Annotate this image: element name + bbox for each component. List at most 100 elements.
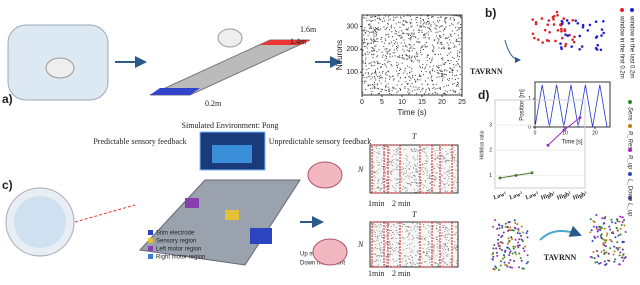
spike [459,15,461,17]
spike [405,55,407,57]
spike [365,32,367,34]
spike [384,80,386,82]
spike [386,56,388,58]
spike [393,78,395,80]
point [616,218,619,221]
spike [372,186,374,188]
t-label: T [412,210,417,219]
spike [416,22,418,24]
spike [374,40,376,42]
spike [410,37,412,39]
spike [398,80,400,82]
spike [434,27,436,29]
point [518,252,521,255]
spike [446,17,448,19]
spike [438,47,440,49]
spike [455,85,457,87]
spike [375,256,377,258]
spike [412,35,414,37]
spike [409,72,411,74]
brain [307,161,343,189]
spike [395,230,397,231]
point [589,218,592,221]
point [591,240,594,243]
spike [376,225,378,227]
spike [437,246,439,248]
spike [389,88,391,90]
spike [432,65,434,67]
spike [420,183,422,185]
spike [408,232,410,234]
spike [394,43,396,45]
spike [385,34,387,36]
spike [444,231,446,232]
spike [404,67,406,69]
spike [456,182,458,183]
spike [399,67,401,69]
spike [434,23,436,25]
point [520,234,523,237]
spike [456,55,458,57]
spike [418,29,420,31]
spike [414,165,416,167]
spike [414,48,416,50]
spike [432,68,434,70]
spike [451,70,453,72]
spike [429,89,431,91]
spike [397,63,399,65]
spike [364,63,366,65]
spike [372,19,374,21]
raster [371,144,458,268]
spike [416,185,418,186]
spike [420,263,422,264]
point [603,244,606,247]
spike [451,30,453,32]
time-label: 2 min [392,199,410,208]
spike [414,179,416,181]
spike [418,59,420,61]
spike [398,242,400,243]
spike [452,83,454,85]
spike [435,224,437,226]
spike [423,224,425,225]
spike [449,234,451,235]
point [506,242,509,245]
spike [445,93,447,95]
spike [406,155,408,157]
spike [388,90,390,92]
spike [370,39,372,41]
spike [395,185,397,186]
point [616,241,619,244]
point [526,236,529,239]
spike [365,57,367,59]
point [501,257,504,260]
spike [423,74,425,76]
spike [460,88,462,90]
spike [412,86,414,88]
spike [370,38,372,40]
spike [396,223,398,225]
spike [391,155,393,157]
spike [444,18,446,20]
spike [384,181,386,183]
legend-swatch [148,230,153,235]
spike [443,184,445,186]
spike [427,77,429,79]
spike [452,190,454,192]
point [590,229,593,232]
spike [386,74,388,76]
spike [386,26,388,28]
spike [439,19,441,21]
spike [374,69,376,71]
spike [456,81,458,83]
spike [412,150,414,152]
spike [391,41,393,43]
spike [437,155,439,156]
spike [411,243,413,244]
x-axis-label: Time (s) [397,108,426,117]
spike [370,26,372,28]
spike [449,34,451,36]
spike [371,264,373,265]
point [560,36,564,40]
spike [452,187,454,189]
